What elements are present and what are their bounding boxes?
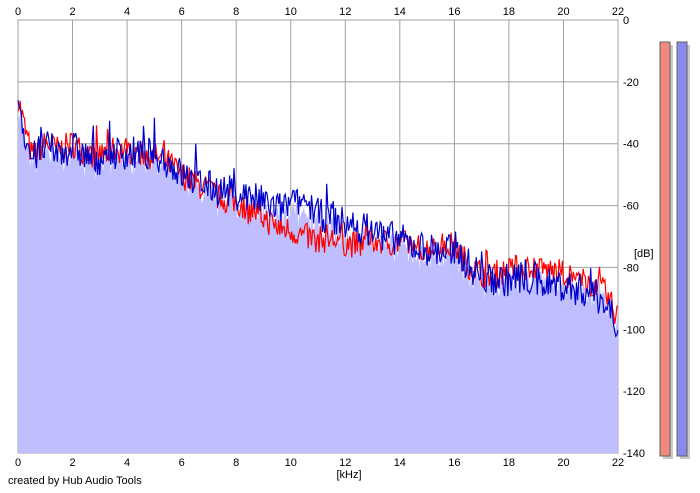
x-tick-label-top: 4 [124,6,130,18]
x-tick-label-top: 10 [285,6,297,18]
x-tick-label-bottom: 8 [233,457,239,469]
y-tick-label: -40 [623,139,639,151]
x-tick-label-top: 12 [339,6,351,18]
x-tick-label-bottom: 22 [612,457,624,469]
x-ticks-top: 0 2 4 6 8 10 12 14 16 18 20 22 [15,6,624,18]
x-ticks-bottom: 0 2 4 6 8 10 12 14 16 18 20 22 [15,457,624,469]
y-tick-label: -120 [623,386,645,398]
credit-text: created by Hub Audio Tools [8,475,142,487]
y-tick-label: -20 [623,77,639,89]
x-tick-label-top: 6 [179,6,185,18]
y-tick-label: -140 [623,448,645,460]
level-meter-left [659,41,671,457]
spectrum-fill [18,112,618,453]
x-tick-label-top: 16 [448,6,460,18]
level-meter-right [676,41,688,457]
x-tick-label-bottom: 6 [179,457,185,469]
y-tick-label: -60 [623,201,639,213]
y-ticks-right: 0 -20 -40 -60 -80 -100 -120 -140 [623,15,645,460]
x-tick-label-bottom: 4 [124,457,130,469]
x-tick-label-bottom: 12 [339,457,351,469]
x-tick-label-top: 2 [69,6,75,18]
x-tick-label-top: 8 [233,6,239,18]
x-tick-label-top: 0 [15,6,21,18]
x-tick-label-top: 18 [503,6,515,18]
x-tick-label-top: 22 [612,6,624,18]
x-tick-label-bottom: 0 [15,457,21,469]
x-tick-label-bottom: 2 [69,457,75,469]
y-tick-label: -100 [623,324,645,336]
x-tick-label-top: 14 [394,6,406,18]
x-tick-label-bottom: 10 [285,457,297,469]
right-channel-line [17,99,619,338]
x-tick-label-top: 20 [557,6,569,18]
x-tick-label-bottom: 18 [503,457,515,469]
x-tick-label-bottom: 16 [448,457,460,469]
level-meters [659,41,690,459]
y-tick-label: -80 [623,262,639,274]
x-axis-label: [kHz] [336,469,361,481]
y-axis-label: [dB] [634,248,654,260]
x-tick-label-bottom: 20 [557,457,569,469]
y-tick-label: 0 [623,15,629,27]
x-tick-label-bottom: 14 [394,457,406,469]
